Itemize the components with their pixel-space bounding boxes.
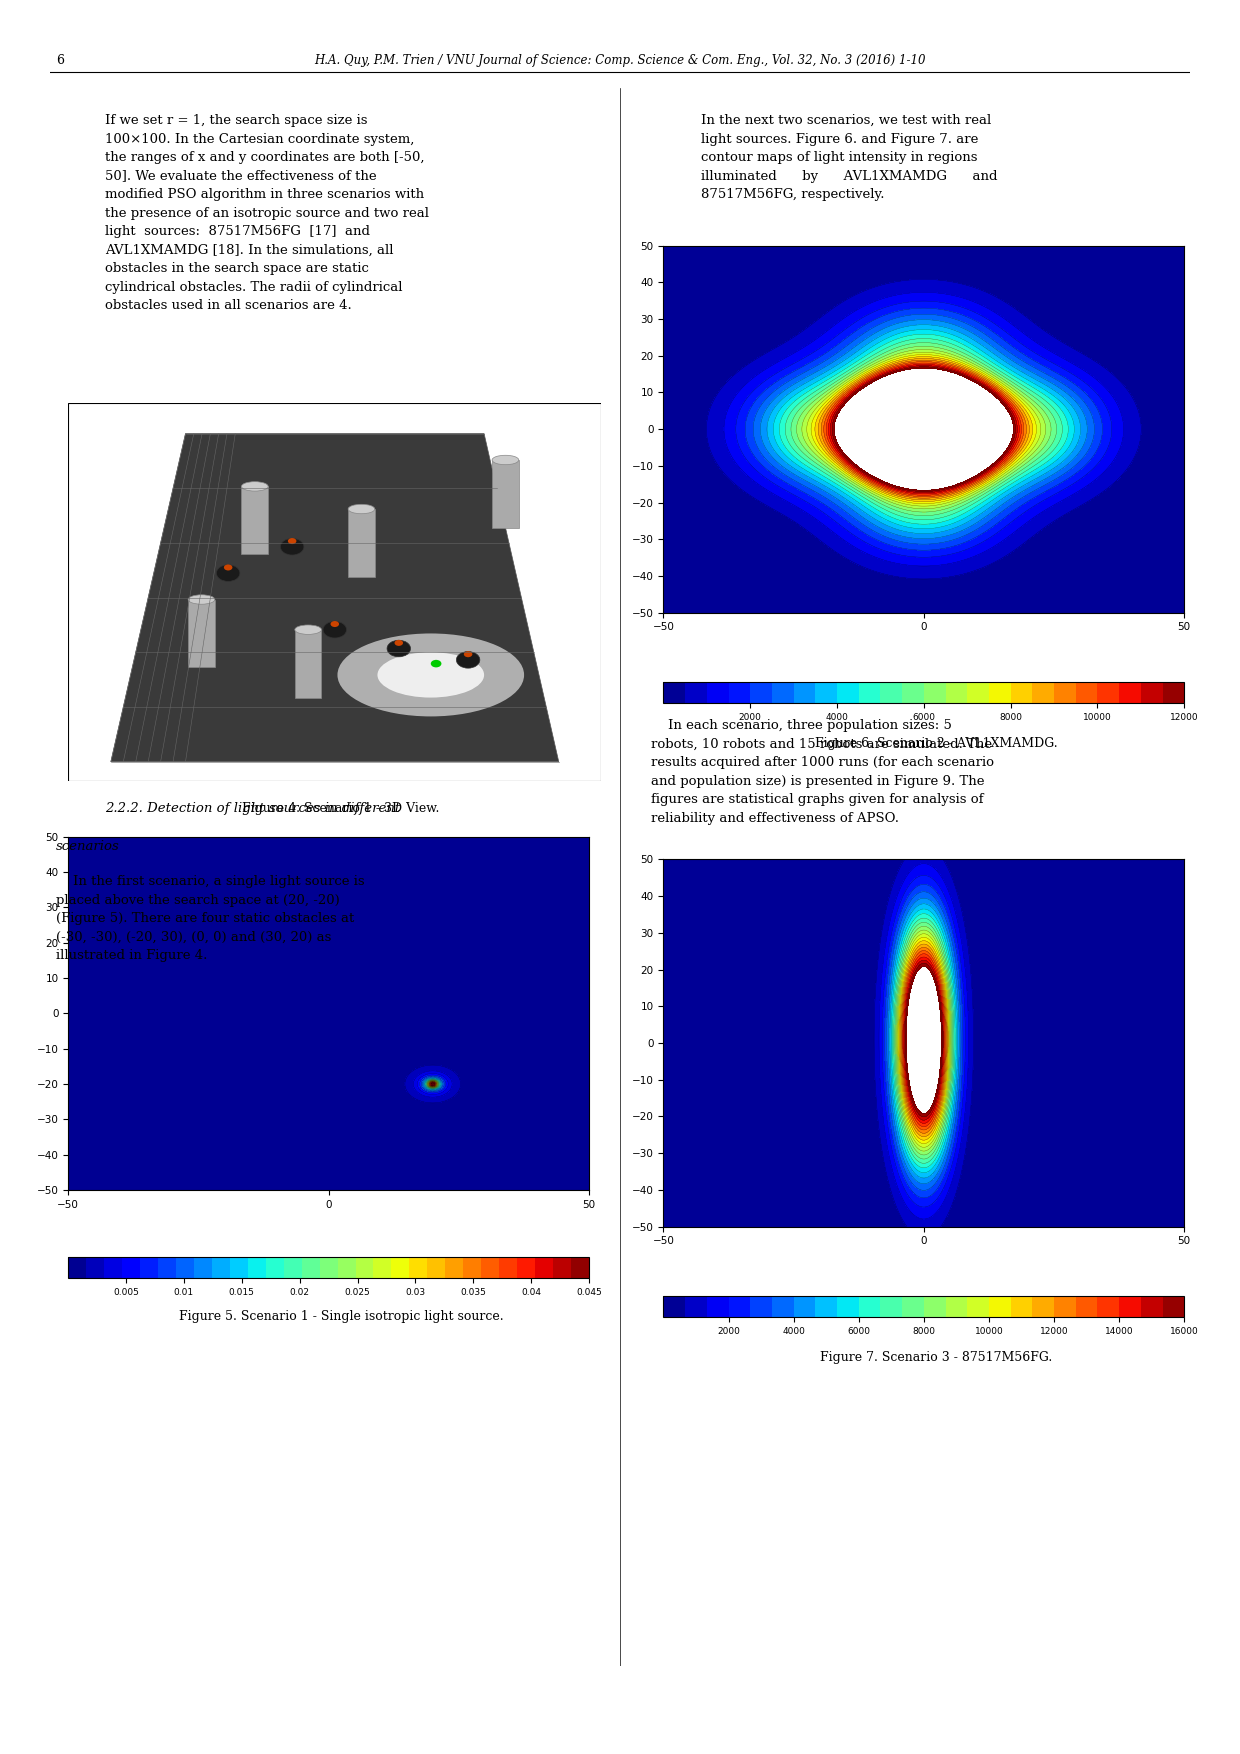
Ellipse shape: [377, 652, 484, 698]
Ellipse shape: [188, 595, 215, 603]
Text: Figure 7. Scenario 3 - 87517M56FG.: Figure 7. Scenario 3 - 87517M56FG.: [820, 1351, 1053, 1363]
Text: 6: 6: [56, 54, 63, 67]
Text: Figure 5. Scenario 1 - Single isotropic light source.: Figure 5. Scenario 1 - Single isotropic …: [179, 1310, 503, 1323]
Ellipse shape: [492, 456, 518, 465]
Bar: [188, 600, 215, 667]
Text: H.A. Quy, P.M. Trien / VNU Journal of Science: Comp. Science & Com. Eng., Vol. 3: H.A. Quy, P.M. Trien / VNU Journal of Sc…: [314, 54, 926, 67]
Bar: [348, 509, 374, 577]
Text: In each scenario, three population sizes: 5
robots, 10 robots and 15 robots are : In each scenario, three population sizes…: [651, 719, 994, 824]
Circle shape: [456, 651, 480, 668]
Text: In the first scenario, a single light source is
placed above the search space at: In the first scenario, a single light so…: [56, 875, 365, 963]
Text: Figure 6. Scenario 2 - AVL1XMAMDG.: Figure 6. Scenario 2 - AVL1XMAMDG.: [815, 737, 1058, 749]
Ellipse shape: [242, 482, 268, 491]
Bar: [242, 486, 268, 554]
Circle shape: [224, 565, 232, 570]
Circle shape: [324, 621, 346, 638]
Text: In the next two scenarios, we test with real
light sources. Figure 6. and Figure: In the next two scenarios, we test with …: [701, 114, 997, 202]
Circle shape: [394, 640, 403, 645]
Circle shape: [331, 621, 339, 626]
Bar: [492, 460, 518, 528]
Ellipse shape: [337, 633, 525, 716]
Ellipse shape: [348, 505, 374, 514]
Bar: [295, 630, 321, 698]
Circle shape: [288, 538, 296, 544]
Polygon shape: [110, 433, 559, 761]
Circle shape: [280, 538, 304, 554]
Text: scenarios: scenarios: [56, 840, 119, 852]
Circle shape: [387, 640, 410, 656]
Circle shape: [217, 565, 239, 581]
Circle shape: [430, 660, 441, 667]
Text: If we set r = 1, the search space size is
100×100. In the Cartesian coordinate s: If we set r = 1, the search space size i…: [105, 114, 429, 312]
Ellipse shape: [295, 624, 321, 635]
Circle shape: [464, 651, 472, 658]
Text: Figure 4. Scenario 1 - 3D View.: Figure 4. Scenario 1 - 3D View.: [242, 802, 440, 814]
Text: 2.2.2. Detection of light sources in different: 2.2.2. Detection of light sources in dif…: [105, 802, 401, 814]
